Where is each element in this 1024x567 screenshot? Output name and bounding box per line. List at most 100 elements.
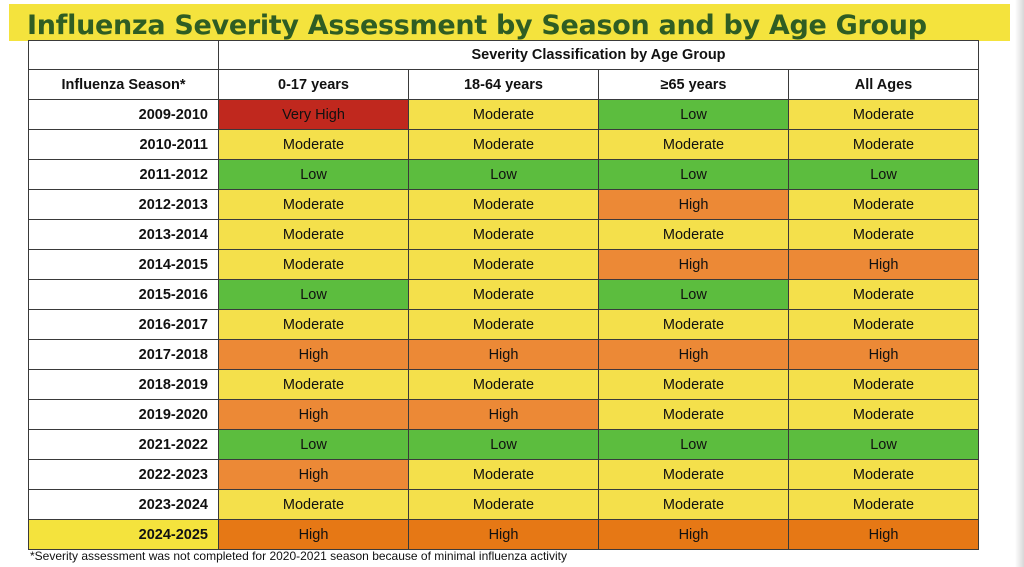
- severity-cell-all-ages: High: [788, 249, 979, 280]
- season-cell: 2011-2012: [28, 159, 219, 190]
- severity-cell-18-64: Moderate: [408, 129, 599, 160]
- table-row: 2010-2011 Moderate Moderate Moderate Moderat…: [28, 129, 979, 160]
- severity-cell-0-17: High: [218, 339, 409, 370]
- severity-cell-18-64: High: [408, 339, 599, 370]
- severity-cell-18-64: Moderate: [408, 459, 599, 490]
- footnote: *Severity assessment was not completed f…: [30, 549, 567, 563]
- season-cell: 2016-2017: [28, 309, 219, 340]
- season-cell: 2024-2025: [28, 519, 219, 550]
- severity-cell-18-64: Moderate: [408, 279, 599, 310]
- severity-cell-18-64: Moderate: [408, 219, 599, 250]
- severity-cell-0-17: Low: [218, 429, 409, 460]
- severity-cell-all-ages: Low: [788, 429, 979, 460]
- severity-cell-0-17: Moderate: [218, 309, 409, 340]
- group-header-row: Severity Classification by Age Group: [28, 40, 979, 70]
- severity-cell-65-plus: Moderate: [598, 129, 789, 160]
- season-cell: 2014-2015: [28, 249, 219, 280]
- table-row: 2017-2018 High High High High: [28, 339, 979, 370]
- severity-cell-65-plus: High: [598, 249, 789, 280]
- severity-cell-65-plus: Moderate: [598, 399, 789, 430]
- severity-cell-18-64: High: [408, 399, 599, 430]
- column-header-all-ages: All Ages: [788, 69, 979, 100]
- table-row: 2024-2025 High High High High: [28, 519, 979, 550]
- severity-cell-all-ages: Moderate: [788, 399, 979, 430]
- title-banner: Influenza Severity Assessment by Season …: [9, 4, 1010, 41]
- table-row: 2023-2024 Moderate Moderate Moderate Moderat…: [28, 489, 979, 520]
- header-blank-cell: [28, 40, 219, 70]
- severity-cell-65-plus: Low: [598, 99, 789, 130]
- table-row: 2015-2016 Low Moderate Low Moderate: [28, 279, 979, 310]
- table-row: 2009-2010 Very High Moderate Low Moderate: [28, 99, 979, 130]
- column-header-0-17: 0-17 years: [218, 69, 409, 100]
- severity-cell-18-64: Moderate: [408, 309, 599, 340]
- season-cell: 2017-2018: [28, 339, 219, 370]
- severity-cell-all-ages: Moderate: [788, 99, 979, 130]
- table-row: 2019-2020 High High Moderate Moderate: [28, 399, 979, 430]
- table-body: 2009-2010 Very High Moderate Low Moderate 201…: [28, 99, 979, 550]
- column-header-65-plus: ≥65 years: [598, 69, 789, 100]
- severity-cell-all-ages: Moderate: [788, 309, 979, 340]
- table-row: 2012-2013 Moderate Moderate High Moderate: [28, 189, 979, 220]
- severity-cell-65-plus: High: [598, 339, 789, 370]
- severity-cell-18-64: Moderate: [408, 369, 599, 400]
- season-cell: 2023-2024: [28, 489, 219, 520]
- season-cell: 2019-2020: [28, 399, 219, 430]
- column-header-row: Influenza Season* 0-17 years 18-64 years…: [28, 69, 979, 100]
- severity-cell-all-ages: Moderate: [788, 219, 979, 250]
- severity-cell-all-ages: Moderate: [788, 189, 979, 220]
- table-row: 2018-2019 Moderate Moderate Moderate Moderat…: [28, 369, 979, 400]
- severity-cell-0-17: Moderate: [218, 189, 409, 220]
- severity-cell-0-17: High: [218, 459, 409, 490]
- severity-cell-18-64: Moderate: [408, 249, 599, 280]
- severity-cell-all-ages: Moderate: [788, 279, 979, 310]
- severity-cell-all-ages: Moderate: [788, 129, 979, 160]
- severity-cell-0-17: Low: [218, 279, 409, 310]
- table-row: 2011-2012 Low Low Low Low: [28, 159, 979, 190]
- severity-cell-18-64: Moderate: [408, 99, 599, 130]
- severity-cell-65-plus: Moderate: [598, 309, 789, 340]
- season-cell: 2021-2022: [28, 429, 219, 460]
- severity-table-container: Severity Classification by Age Group Inf…: [28, 40, 979, 550]
- severity-cell-65-plus: Moderate: [598, 219, 789, 250]
- severity-cell-all-ages: High: [788, 519, 979, 550]
- severity-cell-0-17: Low: [218, 159, 409, 190]
- season-cell: 2012-2013: [28, 189, 219, 220]
- season-cell: 2010-2011: [28, 129, 219, 160]
- table-row: 2013-2014 Moderate Moderate Moderate Moderat…: [28, 219, 979, 250]
- severity-cell-18-64: Moderate: [408, 489, 599, 520]
- severity-cell-65-plus: Low: [598, 429, 789, 460]
- season-column-header: Influenza Season*: [28, 69, 219, 100]
- severity-cell-18-64: Low: [408, 159, 599, 190]
- severity-cell-65-plus: Moderate: [598, 489, 789, 520]
- severity-cell-18-64: Low: [408, 429, 599, 460]
- severity-cell-0-17: High: [218, 519, 409, 550]
- table-row: 2014-2015 Moderate Moderate High High: [28, 249, 979, 280]
- table-row: 2022-2023 High Moderate Moderate Moderate: [28, 459, 979, 490]
- season-cell: 2009-2010: [28, 99, 219, 130]
- severity-cell-0-17: Moderate: [218, 369, 409, 400]
- severity-cell-65-plus: High: [598, 189, 789, 220]
- severity-cell-65-plus: High: [598, 519, 789, 550]
- severity-cell-0-17: Moderate: [218, 489, 409, 520]
- severity-table: Severity Classification by Age Group Inf…: [28, 40, 979, 550]
- severity-cell-65-plus: Low: [598, 279, 789, 310]
- severity-cell-0-17: Moderate: [218, 129, 409, 160]
- severity-cell-18-64: Moderate: [408, 189, 599, 220]
- season-cell: 2022-2023: [28, 459, 219, 490]
- severity-cell-all-ages: High: [788, 339, 979, 370]
- group-header: Severity Classification by Age Group: [218, 40, 979, 70]
- severity-cell-0-17: High: [218, 399, 409, 430]
- severity-cell-all-ages: Low: [788, 159, 979, 190]
- severity-cell-all-ages: Moderate: [788, 369, 979, 400]
- severity-cell-all-ages: Moderate: [788, 489, 979, 520]
- severity-cell-65-plus: Low: [598, 159, 789, 190]
- severity-cell-65-plus: Moderate: [598, 369, 789, 400]
- page-edge-shadow: [1015, 0, 1024, 567]
- severity-cell-0-17: Moderate: [218, 249, 409, 280]
- table-row: 2016-2017 Moderate Moderate Moderate Moderat…: [28, 309, 979, 340]
- page-title: Influenza Severity Assessment by Season …: [27, 10, 927, 41]
- season-cell: 2013-2014: [28, 219, 219, 250]
- season-cell: 2018-2019: [28, 369, 219, 400]
- severity-cell-0-17: Very High: [218, 99, 409, 130]
- severity-cell-all-ages: Moderate: [788, 459, 979, 490]
